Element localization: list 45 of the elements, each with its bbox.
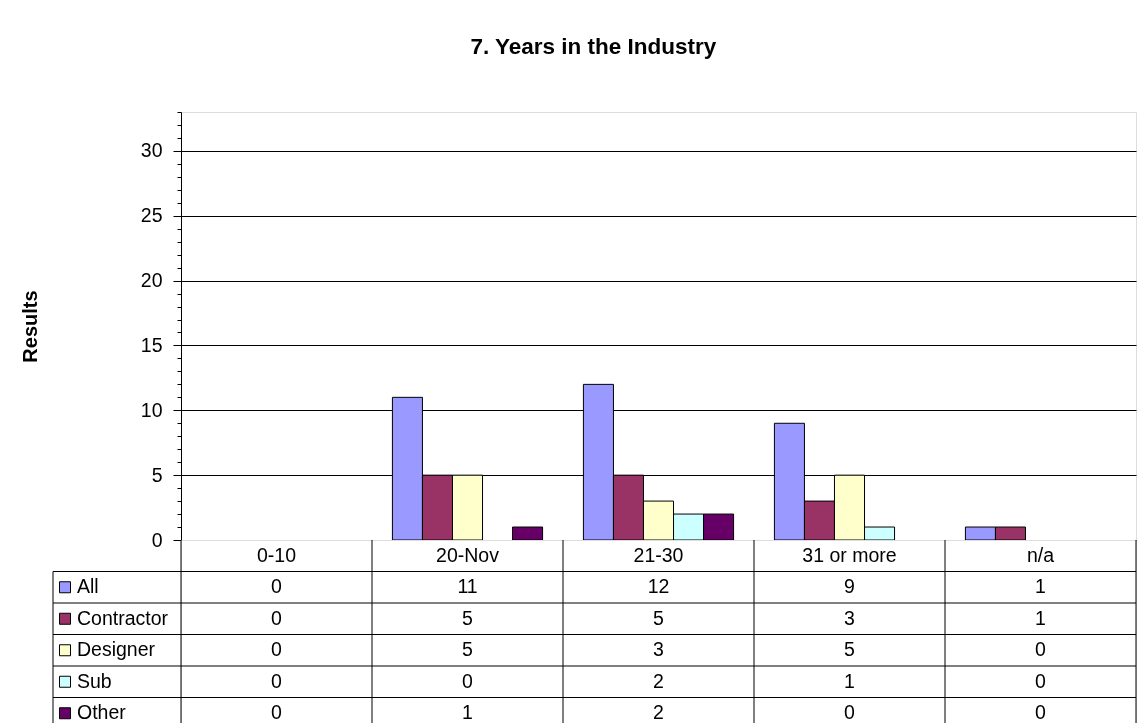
x-tick-label: n/a: [1026, 543, 1055, 566]
data-label: 12: [647, 575, 670, 598]
data-label: 5: [462, 638, 474, 661]
data-label: 9: [844, 575, 855, 598]
data-label: 0: [462, 669, 474, 692]
x-tick-label: 20-Nov: [436, 543, 500, 566]
data-label: 5: [462, 606, 474, 629]
x-tick-label: 0-10: [256, 543, 297, 566]
y-axis-title: Results: [18, 290, 41, 363]
data-label: 11: [457, 575, 478, 598]
data-label: 0: [1035, 669, 1047, 692]
data-label: 0: [271, 638, 283, 661]
data-label: 1: [462, 701, 473, 723]
data-label: 1: [844, 669, 855, 692]
data-label: 0: [271, 701, 283, 723]
data-label: 3: [653, 638, 664, 661]
legend-label: All: [77, 575, 99, 598]
data-label: 2: [653, 669, 664, 692]
bar: [512, 526, 544, 541]
y-tick-label: 25: [140, 204, 163, 227]
data-label: 1: [1035, 606, 1046, 629]
legend-label: Other: [77, 701, 127, 723]
y-tick-label: 30: [140, 139, 163, 162]
y-tick-label: 10: [140, 398, 163, 421]
legend-label: Designer: [77, 638, 156, 661]
chart-title: 7. Years in the Industry: [470, 34, 717, 59]
legend-label: Contractor: [77, 606, 169, 629]
y-tick-label: 0: [151, 528, 163, 551]
data-label: 0: [271, 669, 283, 692]
y-tick-label: 20: [140, 269, 163, 292]
data-label: 0: [271, 606, 283, 629]
data-label: 0: [844, 701, 856, 723]
data-label: 5: [653, 606, 665, 629]
data-label: 0: [1035, 701, 1047, 723]
data-label: 1: [1035, 575, 1046, 598]
legend-label: Sub: [77, 669, 112, 692]
data-label: 3: [844, 606, 855, 629]
y-tick-label: 15: [140, 333, 163, 356]
y-tick-label: 5: [151, 463, 163, 486]
data-label: 5: [844, 638, 856, 661]
data-label: 0: [1035, 638, 1047, 661]
x-tick-label: 21-30: [633, 543, 684, 566]
data-label: 2: [653, 701, 664, 723]
x-tick-label: 31 or more: [802, 543, 897, 566]
data-label: 0: [271, 575, 283, 598]
